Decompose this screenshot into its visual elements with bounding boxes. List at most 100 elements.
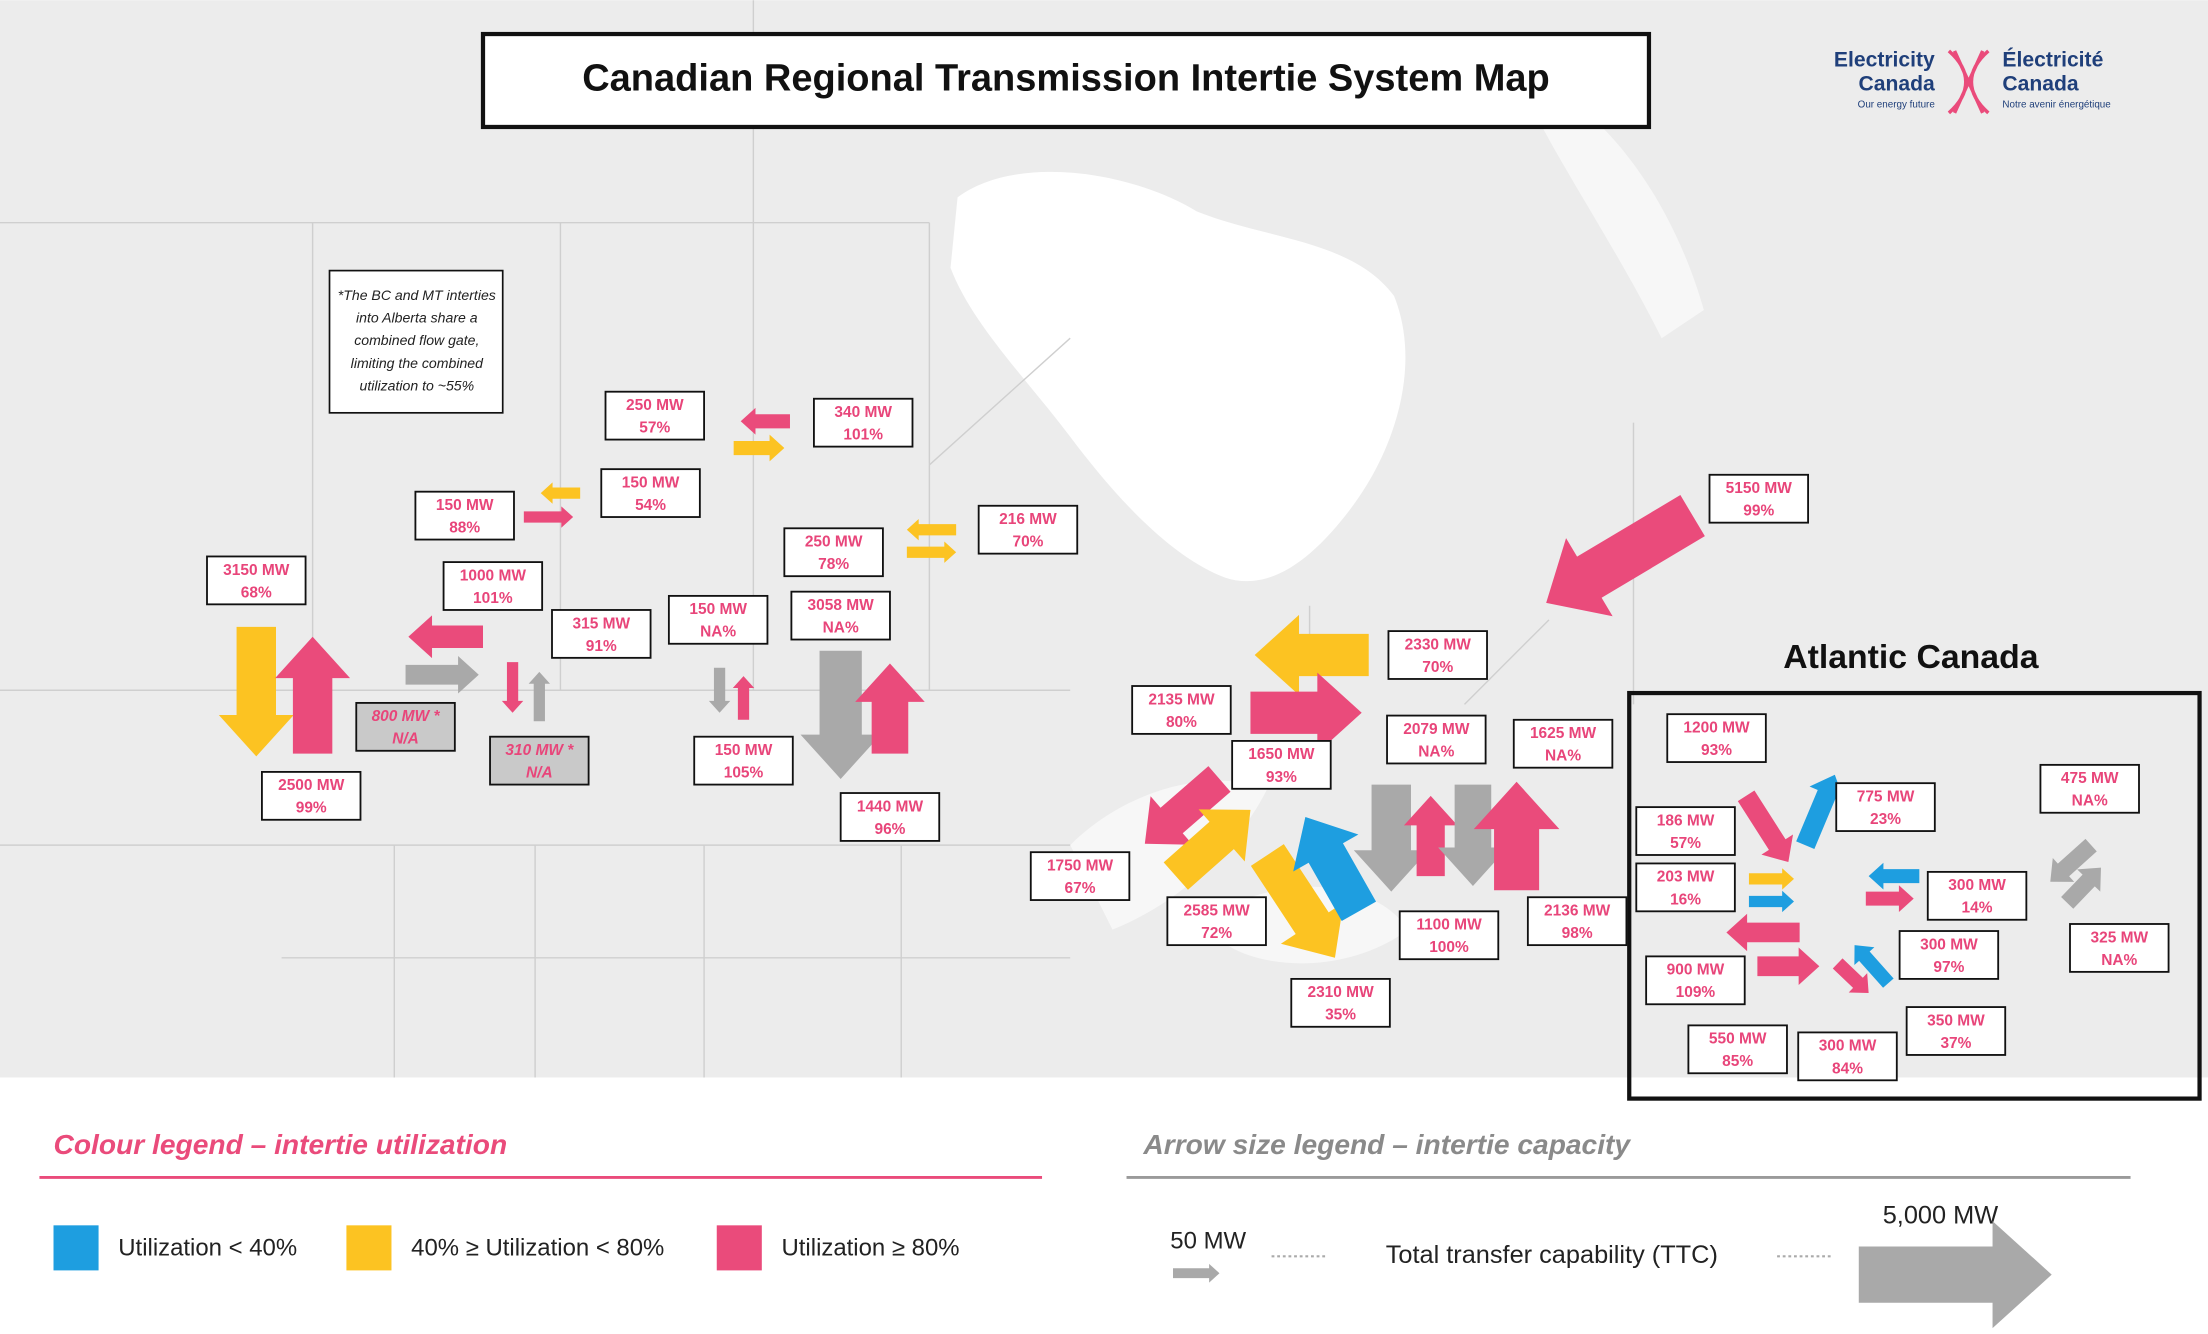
label-box bbox=[1708, 473, 1809, 524]
arrow bbox=[906, 541, 957, 563]
label-utilization: 57% bbox=[1670, 835, 1701, 852]
label-utilization: 70% bbox=[1422, 659, 1453, 676]
label-utilization: 54% bbox=[635, 497, 666, 514]
size-legend-large: 5,000 MW bbox=[1883, 1202, 1999, 1230]
label-capacity: 300 MW bbox=[1948, 877, 2006, 894]
label: 1650 MW 93% bbox=[1231, 740, 1332, 790]
label-capacity: 1625 MW bbox=[1530, 725, 1597, 742]
label: 1625 MW NA% bbox=[1512, 718, 1614, 769]
label: 150 MW 88% bbox=[414, 490, 515, 541]
arrow bbox=[1546, 495, 1705, 617]
label-box bbox=[551, 609, 652, 659]
label-utilization: 99% bbox=[1743, 503, 1774, 520]
arrow bbox=[275, 636, 351, 754]
label-utilization: 100% bbox=[1429, 939, 1469, 956]
label-utilization: 109% bbox=[1676, 984, 1716, 1001]
label-box bbox=[813, 397, 914, 448]
arrow bbox=[906, 519, 957, 541]
arrow bbox=[2061, 867, 2101, 909]
arrow bbox=[1353, 784, 1429, 892]
label-box bbox=[1398, 910, 1500, 961]
arrow bbox=[1473, 781, 1560, 891]
note-line: limiting the combined bbox=[351, 355, 484, 371]
label: 1750 MW 67% bbox=[1029, 851, 1131, 901]
arrow bbox=[1250, 844, 1344, 958]
logo: Electricity Canada Our energy future Éle… bbox=[1834, 48, 2111, 115]
legend-label: Utilization ≥ 80% bbox=[782, 1235, 960, 1262]
label-utilization: 99% bbox=[296, 800, 327, 817]
label-utilization: 68% bbox=[241, 584, 272, 601]
label: 1440 MW 96% bbox=[839, 792, 941, 842]
label-capacity: 550 MW bbox=[1709, 1031, 1767, 1048]
label-capacity: 150 MW bbox=[689, 601, 747, 618]
label: 203 MW 16% bbox=[1635, 862, 1736, 913]
label-box bbox=[1635, 862, 1736, 913]
label-utilization: NA% bbox=[700, 624, 736, 641]
logo-text: Canada bbox=[1859, 72, 1936, 95]
label-box bbox=[977, 504, 1079, 555]
label-utilization: 101% bbox=[843, 427, 883, 444]
label: 150 MW 54% bbox=[600, 468, 701, 518]
label: 300 MW 14% bbox=[1926, 870, 2028, 921]
label-capacity: 1650 MW bbox=[1248, 746, 1315, 763]
label-box bbox=[2069, 923, 2170, 973]
label: 900 MW 109% bbox=[1645, 955, 1746, 1006]
label-utilization: 78% bbox=[818, 556, 849, 573]
arrow bbox=[1757, 947, 1820, 985]
label-box bbox=[1905, 1006, 2007, 1056]
label-utilization: 72% bbox=[1201, 925, 1232, 942]
label: 2330 MW 70% bbox=[1387, 630, 1488, 680]
arrow bbox=[1438, 784, 1508, 886]
label-box bbox=[600, 468, 701, 518]
legend-title: Colour legend – intertie utilization bbox=[54, 1129, 508, 1160]
note-line: combined flow gate, bbox=[354, 332, 479, 348]
hudson-bay bbox=[950, 171, 1406, 582]
label: 2136 MW 98% bbox=[1526, 896, 1628, 947]
label: 150 MW NA% bbox=[667, 594, 769, 645]
arrow bbox=[1737, 790, 1794, 863]
label-utilization: 57% bbox=[639, 420, 670, 437]
label-box bbox=[1029, 851, 1131, 901]
note-line: *The BC and MT interties bbox=[338, 287, 496, 303]
arrow bbox=[540, 482, 581, 504]
label-box bbox=[1926, 870, 2028, 921]
label-utilization: NA% bbox=[823, 620, 859, 637]
arrow bbox=[740, 407, 790, 435]
label-utilization: 23% bbox=[1870, 811, 1901, 828]
size-legend-small: 50 MW bbox=[1170, 1228, 1246, 1255]
label: 2500 MW 99% bbox=[261, 770, 362, 821]
arrows bbox=[218, 407, 2101, 993]
label-capacity: 1200 MW bbox=[1683, 719, 1750, 736]
label: 300 MW 84% bbox=[1797, 1031, 1898, 1082]
label-box bbox=[1687, 1024, 1788, 1075]
label: 250 MW 57% bbox=[604, 390, 705, 441]
label-box bbox=[1635, 806, 1736, 856]
label-capacity: 800 MW * bbox=[372, 708, 441, 725]
label: 800 MW * N/A bbox=[355, 701, 456, 752]
logo-text: Électricité bbox=[2002, 48, 2103, 71]
label-capacity: 1100 MW bbox=[1416, 917, 1482, 934]
arrow bbox=[1726, 913, 1800, 952]
title-box bbox=[480, 31, 1652, 130]
label-box bbox=[1835, 782, 1936, 832]
label-capacity: 150 MW bbox=[715, 742, 773, 759]
arrow bbox=[1854, 945, 1894, 988]
label-utilization: 105% bbox=[724, 765, 764, 782]
logo-tagline: Our energy future bbox=[1858, 99, 1936, 110]
label: 350 MW 37% bbox=[1905, 1006, 2007, 1056]
label: 150 MW 105% bbox=[693, 735, 794, 786]
label-box bbox=[667, 594, 769, 645]
label-utilization: 93% bbox=[1701, 742, 1732, 759]
label-box bbox=[355, 701, 456, 752]
label-utilization: 84% bbox=[1832, 1060, 1863, 1077]
label-box bbox=[1290, 977, 1391, 1028]
arrow bbox=[1250, 672, 1362, 753]
label-capacity: 2310 MW bbox=[1307, 984, 1374, 1001]
label-utilization: 96% bbox=[874, 821, 905, 838]
label-utilization: 98% bbox=[1562, 925, 1593, 942]
legend-swatch bbox=[53, 1225, 99, 1271]
label-box bbox=[1512, 718, 1614, 769]
label-capacity: 1000 MW bbox=[460, 567, 527, 584]
label-box bbox=[2039, 763, 2140, 814]
